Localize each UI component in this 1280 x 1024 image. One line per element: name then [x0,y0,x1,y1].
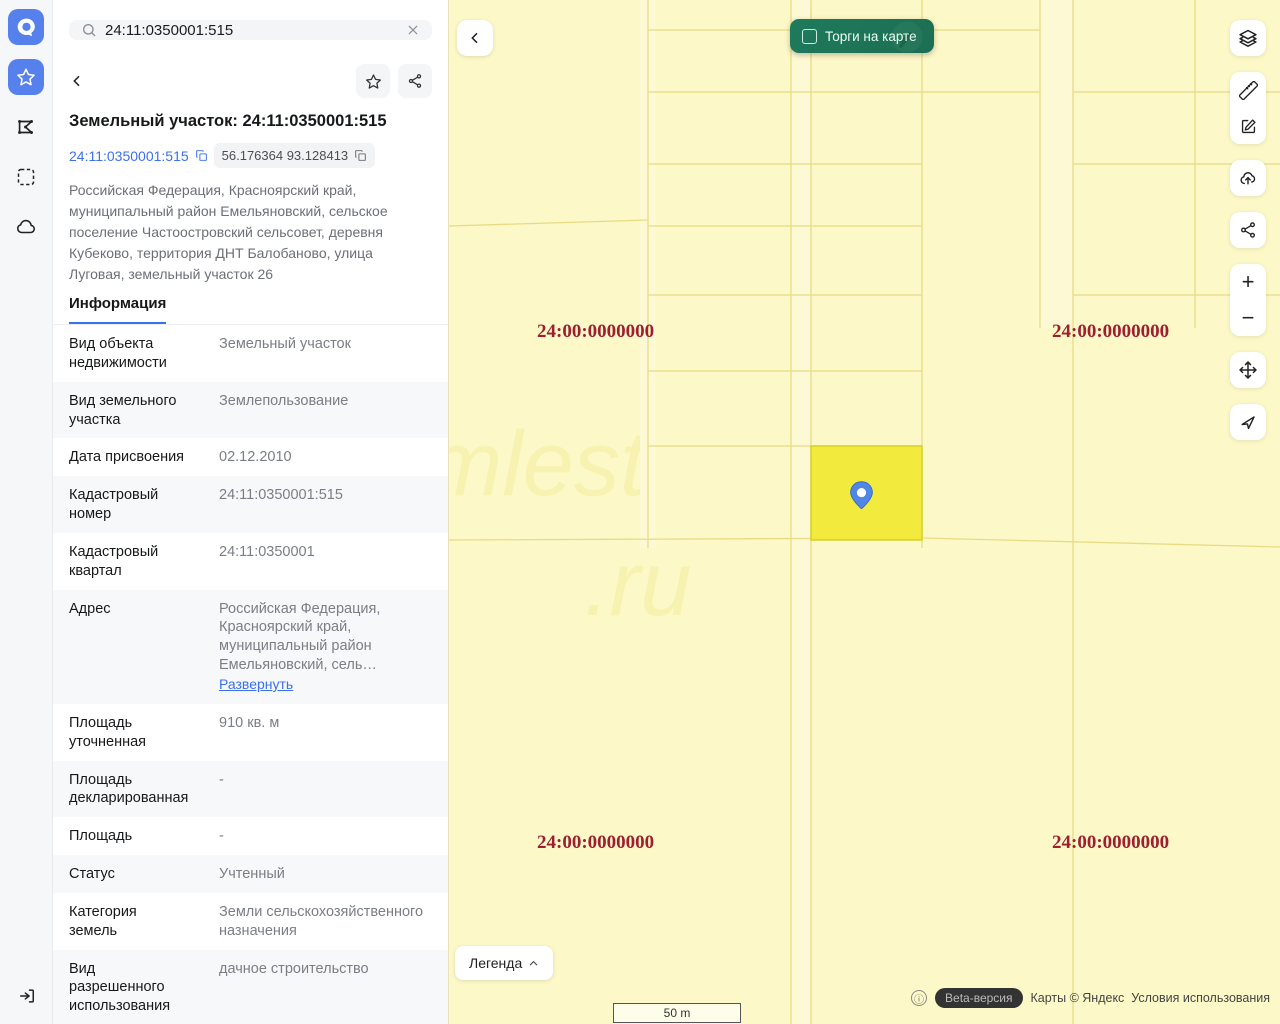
svg-text:24:00:0000000: 24:00:0000000 [537,321,654,342]
svg-text:bimlest: bimlest [449,413,649,515]
svg-text:24:00:0000000: 24:00:0000000 [537,832,654,853]
svg-text:24:00:0000000: 24:00:0000000 [1052,321,1169,342]
svg-text:24:00:0000000: 24:00:0000000 [1052,832,1169,853]
svg-text:.ru: .ru [584,533,691,635]
